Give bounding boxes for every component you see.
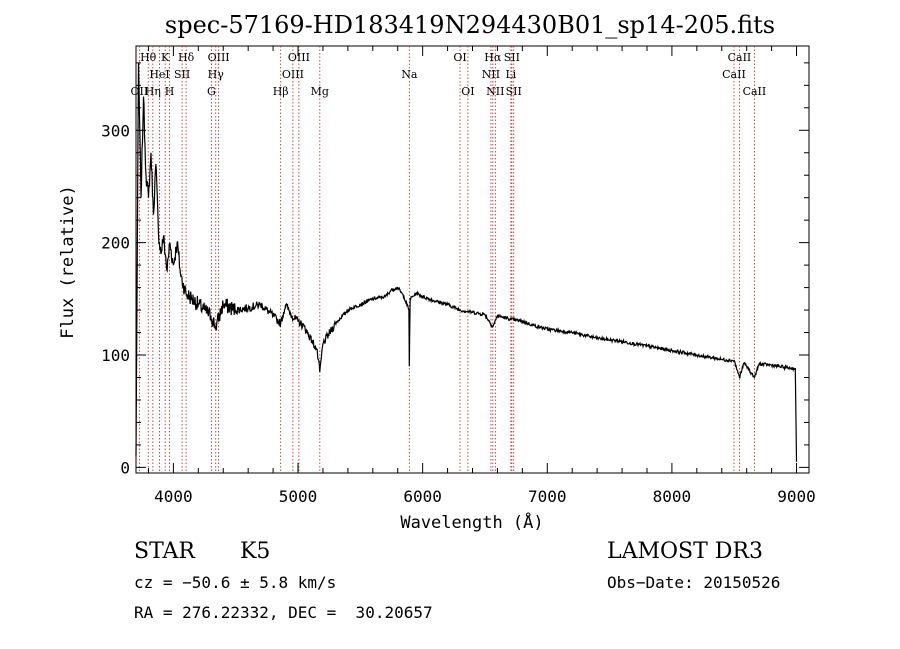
redshift-cz: cz = −50.6 ± 5.8 km/s xyxy=(134,573,337,592)
y-tick-label-1: 100 xyxy=(101,346,130,365)
line-label-10: G xyxy=(207,85,216,98)
x-axis-label: Wavelength (Å) xyxy=(400,511,543,533)
line-label-15: Na xyxy=(401,68,418,81)
y-axis-label: Flux (relative) xyxy=(58,185,78,339)
x-tick-label-5: 9000 xyxy=(777,487,816,506)
line-label-26: CaII xyxy=(743,85,767,98)
object-subclass: K5 xyxy=(240,539,271,564)
x-tick-label-4: 8000 xyxy=(653,487,692,506)
line-label-7: Hδ xyxy=(178,51,195,64)
plot-frame xyxy=(135,45,810,474)
spectrum-line xyxy=(135,62,798,462)
line-label-19: SII xyxy=(504,51,520,64)
y-tick-label-2: 200 xyxy=(101,234,130,253)
line-label-3: K xyxy=(161,51,170,64)
line-label-17: OI xyxy=(461,85,474,98)
line-label-13: Hβ xyxy=(273,85,289,98)
y-tick-label-3: 300 xyxy=(101,121,130,140)
line-label-24: CaII xyxy=(728,51,752,64)
line-label-25: CaII xyxy=(722,68,746,81)
observation-date: Obs−Date: 20150526 xyxy=(607,573,781,592)
line-label-6: SII xyxy=(174,68,190,81)
line-label-9: Hγ xyxy=(208,68,225,81)
line-label-1: Hθ xyxy=(140,51,157,64)
line-label-12: OIII xyxy=(282,68,304,81)
line-label-22: NII xyxy=(486,85,504,98)
y-tick-label-0: 0 xyxy=(120,458,130,477)
x-tick-label-2: 6000 xyxy=(403,487,442,506)
line-label-21: Li xyxy=(505,68,516,81)
line-label-2: Hη xyxy=(145,85,161,98)
line-label-20: NII xyxy=(482,68,500,81)
x-tick-label-3: 7000 xyxy=(528,487,567,506)
survey-label: LAMOST DR3 xyxy=(607,539,763,564)
object-class: STAR xyxy=(134,539,195,564)
coordinates: RA = 276.22332, DEC = 30.20657 xyxy=(134,603,433,622)
y-axis-ticks: 0 100 200 300 xyxy=(101,62,809,477)
x-tick-label-1: 5000 xyxy=(279,487,318,506)
x-tick-label-0: 4000 xyxy=(154,487,193,506)
chart-title: spec-57169-HD183419N294430B01_sp14-205.f… xyxy=(165,11,775,39)
line-label-5: H xyxy=(165,85,175,98)
line-label-23: SII xyxy=(506,85,522,98)
line-label-14: Mg xyxy=(311,85,329,98)
line-label-16: OI xyxy=(453,51,466,64)
line-label-11: OIII xyxy=(288,51,310,64)
x-axis-ticks: 4000 5000 6000 7000 8000 9000 xyxy=(147,46,816,506)
line-label-8: OIII xyxy=(208,51,230,64)
line-label-4: HeI xyxy=(149,68,169,81)
line-label-18: Hα xyxy=(484,51,502,64)
emission-line-markers xyxy=(138,46,755,473)
